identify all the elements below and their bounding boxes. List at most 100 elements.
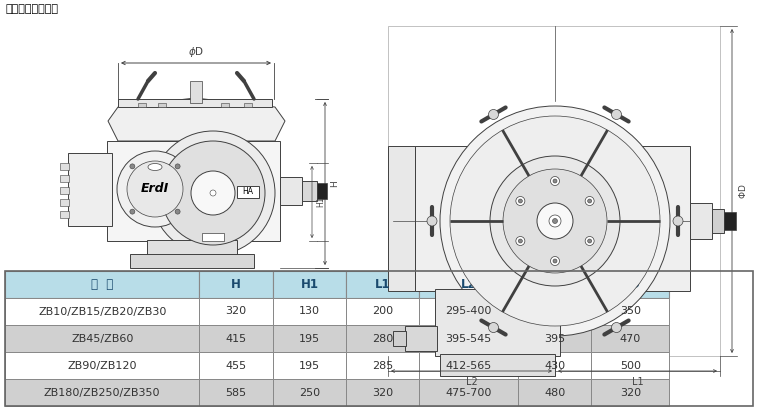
Bar bbox=[60, 187, 69, 194]
Bar bbox=[388, 146, 415, 291]
Circle shape bbox=[161, 141, 265, 245]
Bar bbox=[273, 298, 346, 325]
Bar bbox=[302, 181, 317, 201]
Text: H1: H1 bbox=[300, 278, 318, 291]
Circle shape bbox=[585, 236, 594, 245]
Circle shape bbox=[130, 209, 135, 214]
Bar bbox=[68, 153, 112, 226]
Text: 395: 395 bbox=[544, 333, 565, 344]
Circle shape bbox=[518, 239, 522, 243]
Bar bbox=[130, 254, 254, 268]
Text: ErdI: ErdI bbox=[141, 182, 169, 196]
Circle shape bbox=[585, 196, 594, 206]
Bar bbox=[60, 211, 69, 218]
Bar bbox=[518, 298, 591, 325]
Text: HA: HA bbox=[243, 187, 253, 196]
Bar bbox=[190, 81, 202, 103]
Circle shape bbox=[587, 199, 592, 203]
Bar bbox=[415, 146, 690, 291]
Text: 455: 455 bbox=[226, 360, 246, 370]
Circle shape bbox=[117, 151, 193, 227]
Text: 480: 480 bbox=[544, 388, 565, 397]
Bar bbox=[280, 177, 302, 205]
Bar bbox=[5, 271, 199, 298]
Circle shape bbox=[427, 216, 437, 226]
Bar bbox=[518, 352, 591, 379]
Bar bbox=[440, 354, 555, 376]
Circle shape bbox=[516, 196, 525, 206]
Bar bbox=[147, 240, 237, 256]
Text: 412-565: 412-565 bbox=[446, 360, 492, 370]
Circle shape bbox=[450, 116, 660, 326]
Bar bbox=[60, 199, 69, 206]
Text: 395-545: 395-545 bbox=[446, 333, 492, 344]
Text: 型  号: 型 号 bbox=[91, 278, 114, 291]
Text: 470: 470 bbox=[620, 333, 641, 344]
Text: F: F bbox=[551, 278, 559, 291]
Text: ZB45/ZB60: ZB45/ZB60 bbox=[71, 333, 133, 344]
Bar bbox=[419, 379, 518, 406]
Text: L2: L2 bbox=[465, 377, 478, 387]
Bar bbox=[273, 325, 346, 352]
Circle shape bbox=[612, 323, 622, 332]
Bar bbox=[346, 325, 419, 352]
Circle shape bbox=[587, 239, 592, 243]
Text: H: H bbox=[330, 180, 339, 187]
Bar bbox=[5, 298, 199, 325]
Bar bbox=[60, 175, 69, 182]
Circle shape bbox=[518, 199, 522, 203]
Bar bbox=[405, 326, 437, 351]
Bar bbox=[202, 233, 224, 241]
Bar bbox=[518, 271, 591, 298]
Text: 350: 350 bbox=[620, 307, 641, 316]
Bar bbox=[60, 163, 69, 170]
Text: 320: 320 bbox=[544, 307, 565, 316]
Text: ZB10/ZB15/ZB20/ZB30: ZB10/ZB15/ZB20/ZB30 bbox=[38, 307, 167, 316]
Text: 585: 585 bbox=[226, 388, 246, 397]
Circle shape bbox=[550, 176, 559, 185]
Text: 285: 285 bbox=[372, 360, 393, 370]
Bar bbox=[712, 209, 724, 233]
Circle shape bbox=[553, 259, 557, 263]
Bar bbox=[419, 298, 518, 325]
Bar bbox=[199, 325, 273, 352]
Bar bbox=[199, 271, 273, 298]
FancyBboxPatch shape bbox=[107, 141, 280, 241]
Text: H1: H1 bbox=[316, 197, 325, 207]
Bar bbox=[419, 352, 518, 379]
Text: 475-700: 475-700 bbox=[446, 388, 492, 397]
Circle shape bbox=[553, 179, 557, 183]
Bar bbox=[138, 103, 146, 107]
Text: ΦD: ΦD bbox=[621, 278, 641, 291]
Text: 195: 195 bbox=[299, 360, 320, 370]
Text: H: H bbox=[231, 278, 241, 291]
Text: 320: 320 bbox=[226, 307, 246, 316]
Circle shape bbox=[175, 209, 180, 214]
Text: 195: 195 bbox=[299, 333, 320, 344]
Circle shape bbox=[549, 215, 561, 227]
Circle shape bbox=[130, 164, 135, 169]
Bar bbox=[724, 212, 736, 230]
Circle shape bbox=[550, 256, 559, 266]
Bar bbox=[199, 379, 273, 406]
Text: L1: L1 bbox=[375, 278, 390, 291]
Bar bbox=[518, 379, 591, 406]
Bar bbox=[244, 103, 252, 107]
Text: $\phi$D: $\phi$D bbox=[188, 45, 204, 59]
Bar bbox=[690, 203, 712, 239]
Bar bbox=[5, 271, 753, 406]
Bar bbox=[158, 103, 166, 107]
Circle shape bbox=[210, 190, 216, 196]
Text: $\Phi$D: $\Phi$D bbox=[737, 183, 748, 199]
Bar bbox=[346, 298, 419, 325]
Circle shape bbox=[175, 164, 180, 169]
Bar bbox=[518, 325, 591, 352]
Bar bbox=[346, 271, 419, 298]
Text: 280: 280 bbox=[372, 333, 393, 344]
Circle shape bbox=[440, 106, 670, 336]
Bar bbox=[419, 325, 518, 352]
Text: 295-400: 295-400 bbox=[446, 307, 492, 316]
Bar bbox=[273, 271, 346, 298]
Bar bbox=[317, 183, 327, 199]
Bar bbox=[388, 26, 720, 356]
